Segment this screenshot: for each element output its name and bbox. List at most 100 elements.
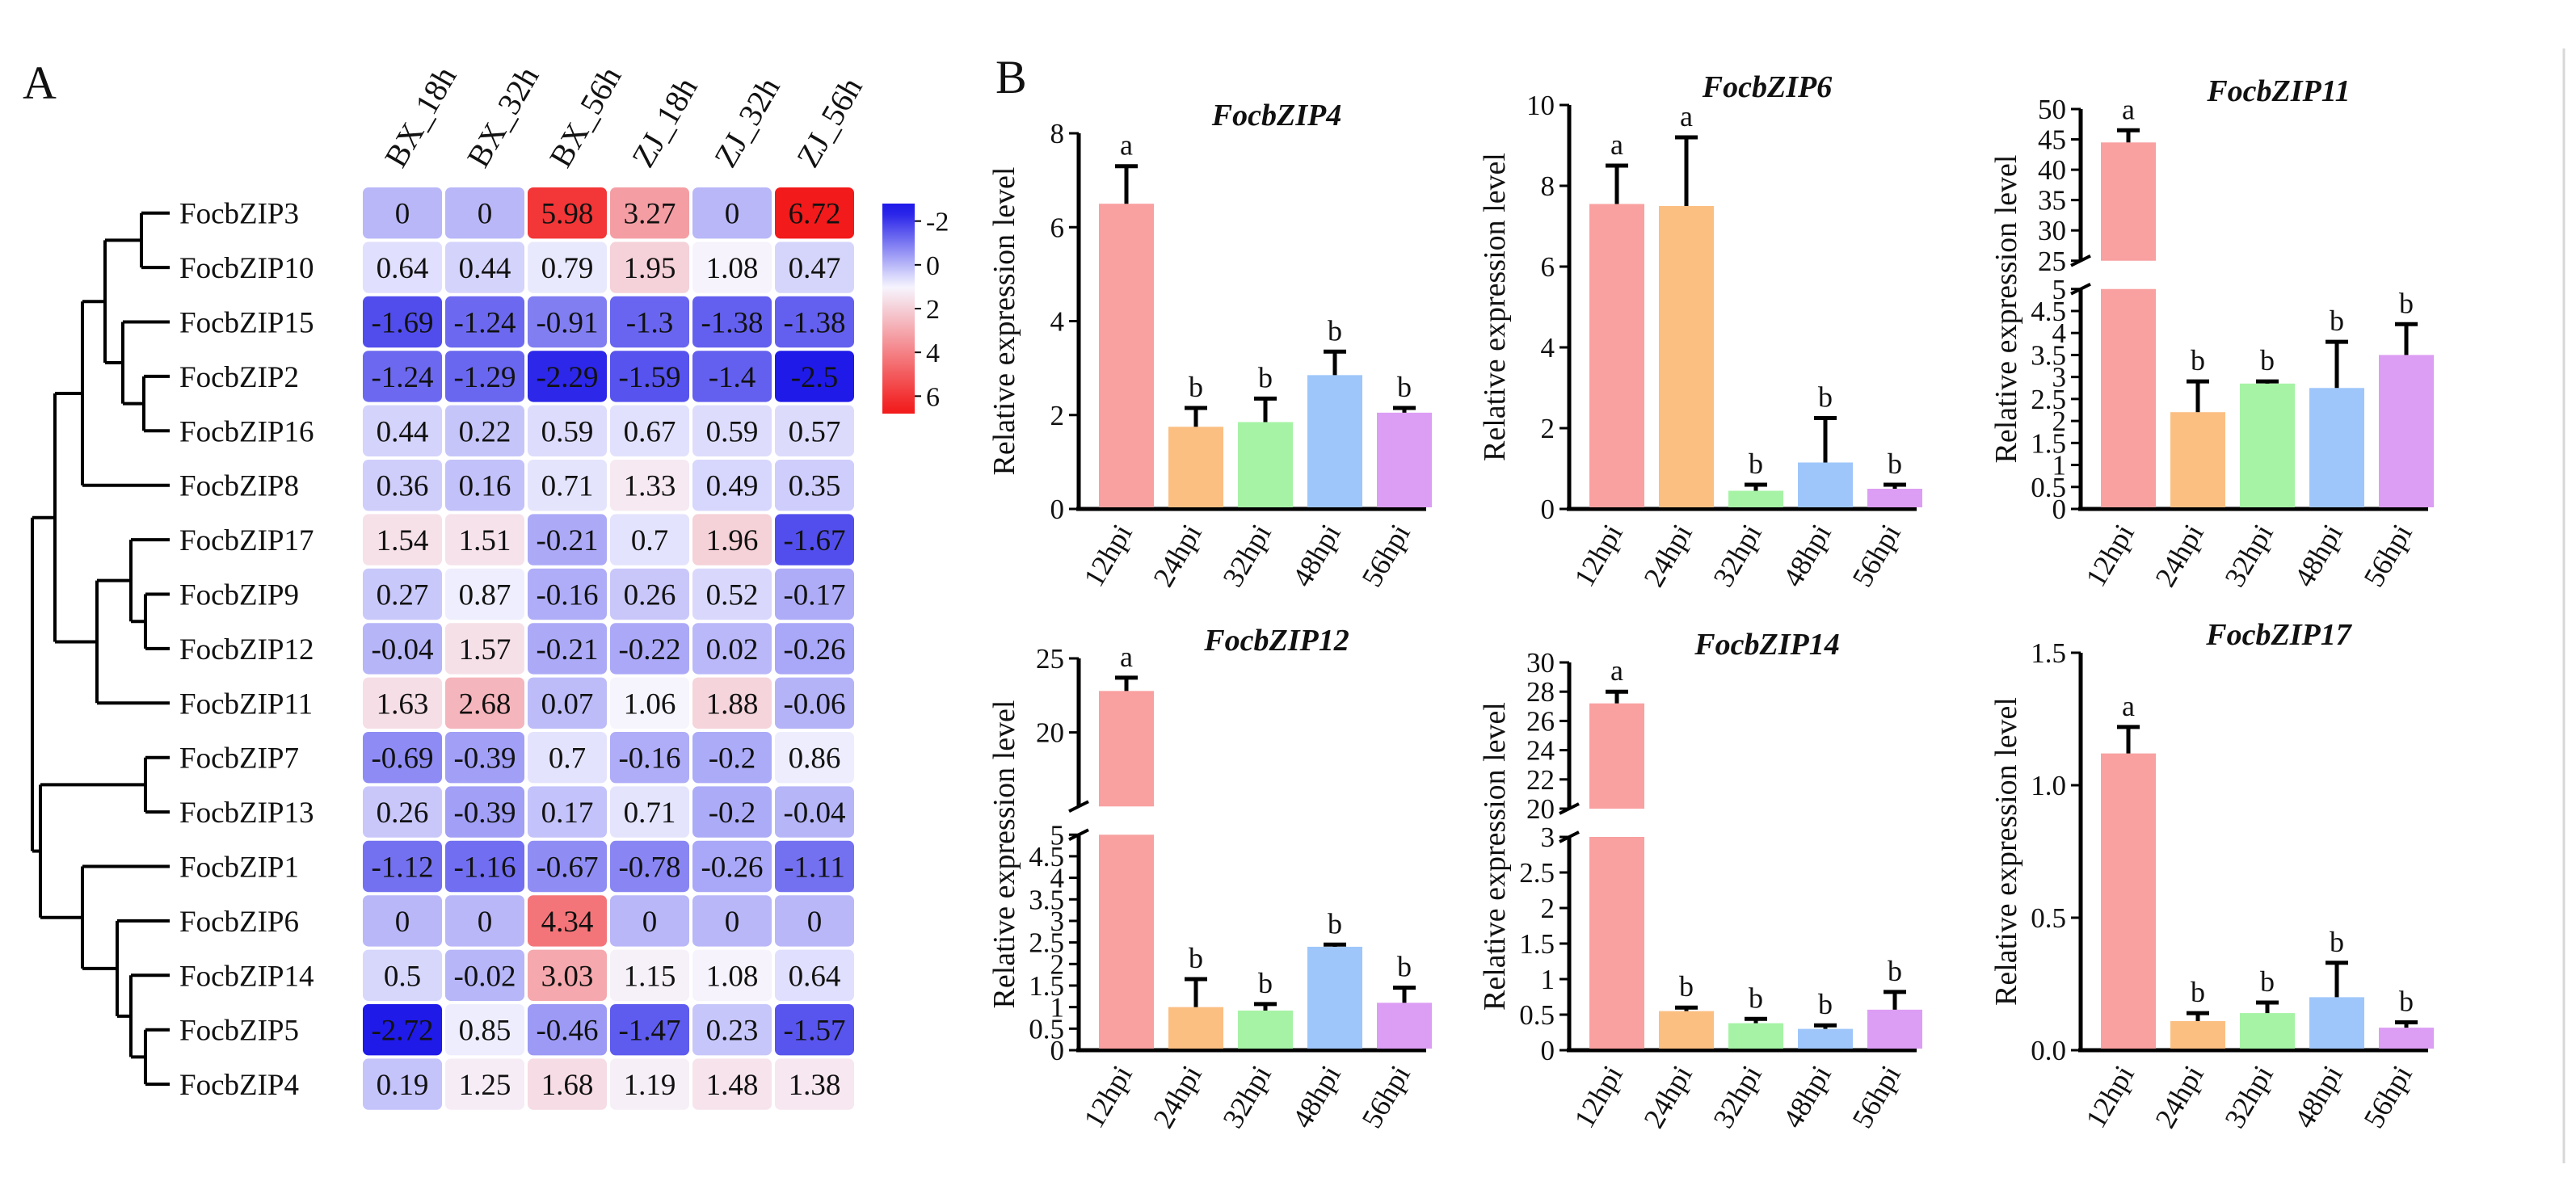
row-label: FocbZIP6 xyxy=(179,906,299,939)
cell-value: 0.26 xyxy=(377,797,429,830)
bar xyxy=(2240,383,2295,507)
heatmap-cell xyxy=(775,568,854,620)
heatmap-cell xyxy=(692,187,772,239)
heatmap-cell xyxy=(445,187,524,239)
heatmap-cell xyxy=(610,786,689,838)
significance-letter: b xyxy=(1258,967,1273,999)
cell-value: 1.08 xyxy=(706,252,759,285)
heatmap-cell xyxy=(692,895,772,947)
cell-value: 0.87 xyxy=(459,579,511,612)
y-tick-label: 28 xyxy=(1526,676,1555,708)
heatmap-cell xyxy=(528,1058,607,1110)
y-tick-label: 30 xyxy=(2038,215,2066,246)
cell-value: 0.7 xyxy=(631,524,668,557)
cell-value: -0.04 xyxy=(783,797,845,830)
cell-value: 0.86 xyxy=(789,742,841,776)
axis-break-mark xyxy=(1068,800,1089,814)
heatmap-cell xyxy=(363,296,442,348)
bar xyxy=(1867,1009,1922,1049)
significance-letter: b xyxy=(2260,965,2275,998)
heatmap-cell xyxy=(692,351,772,402)
significance-letter: a xyxy=(2122,690,2135,722)
cell-value: 0.71 xyxy=(624,797,676,830)
row-label: FocbZIP8 xyxy=(179,470,299,503)
heatmap-cell xyxy=(775,405,854,456)
heatmap-cell xyxy=(610,187,689,239)
cell-value: 1.96 xyxy=(706,524,759,557)
cell-value: 0 xyxy=(395,198,410,231)
y-tick-label: 26 xyxy=(1526,705,1555,737)
cell-value: 0 xyxy=(725,198,740,231)
heatmap-cell xyxy=(692,786,772,838)
significance-letter: a xyxy=(2122,93,2135,125)
y-tick-label: 0 xyxy=(1050,1035,1065,1066)
y-tick-label: 3 xyxy=(1541,822,1555,853)
y-tick-label: 5 xyxy=(1050,819,1065,851)
cell-value: 1.48 xyxy=(706,1069,759,1102)
cell-value: 0.79 xyxy=(541,252,594,285)
cell-value: 0.67 xyxy=(624,415,676,448)
cell-value: 1.51 xyxy=(459,524,511,557)
row-label: FocbZIP9 xyxy=(179,579,299,612)
heatmap-cell xyxy=(692,949,772,1001)
y-tick-label: 1 xyxy=(1541,964,1555,995)
cell-value: 0 xyxy=(807,906,823,939)
heatmap-cell xyxy=(528,351,607,402)
heatmap-cell xyxy=(610,351,689,402)
heatmap-cell xyxy=(692,568,772,620)
cell-value: 0 xyxy=(395,906,410,939)
y-tick-label: 50 xyxy=(2038,94,2066,125)
bar xyxy=(1798,1028,1853,1049)
row-label: FocbZIP13 xyxy=(179,797,314,830)
y-tick-label: 0 xyxy=(1541,494,1555,525)
bar xyxy=(1867,489,1922,507)
significance-letter: b xyxy=(1749,982,1763,1014)
row-label: FocbZIP4 xyxy=(179,1069,299,1102)
significance-letter: b xyxy=(2399,986,2414,1018)
cell-value: 1.54 xyxy=(377,524,429,557)
cell-value: 0.49 xyxy=(706,470,759,503)
y-tick-label: 0.5 xyxy=(2031,902,2066,934)
y-tick-label: 2 xyxy=(1541,413,1555,444)
heatmap-cell xyxy=(528,460,607,511)
cell-value: 1.95 xyxy=(624,252,676,285)
row-label: FocbZIP15 xyxy=(179,307,314,340)
cell-value: -0.39 xyxy=(453,797,516,830)
significance-letter: b xyxy=(1397,371,1412,403)
row-label: FocbZIP14 xyxy=(179,960,314,993)
colorbar-ramp xyxy=(882,204,915,414)
cell-value: 0.64 xyxy=(377,252,429,285)
y-tick-label: 3.5 xyxy=(1029,884,1064,915)
y-tick-label: 20 xyxy=(1526,793,1555,825)
heatmap-cell xyxy=(363,623,442,675)
bar xyxy=(1168,427,1223,507)
heatmap-cell xyxy=(692,732,772,784)
y-tick-label: 4.5 xyxy=(1029,841,1064,872)
heatmap-cell xyxy=(775,242,854,293)
y-tick-label: 4 xyxy=(2052,317,2067,349)
cell-value: 0.64 xyxy=(789,960,841,993)
cell-value: -1.4 xyxy=(709,361,756,394)
bar xyxy=(1377,412,1432,507)
bar xyxy=(1307,946,1362,1049)
y-tick-label: 25 xyxy=(1036,643,1064,675)
heatmap-cell xyxy=(610,677,689,729)
y-tick-label: 1.5 xyxy=(1519,928,1555,960)
cell-value: -0.2 xyxy=(709,797,756,830)
bar xyxy=(1377,1003,1432,1049)
cell-value: 1.15 xyxy=(624,960,676,993)
y-tick-label: 45 xyxy=(2038,124,2066,156)
heatmap-cell xyxy=(775,296,854,348)
colorbar-tick-label: 6 xyxy=(926,382,940,412)
cell-value: 1.19 xyxy=(624,1069,676,1102)
heatmap-cell xyxy=(363,677,442,729)
y-tick-label: 10 xyxy=(1526,90,1555,121)
y-tick-label: 1.5 xyxy=(1029,970,1064,1002)
cell-value: 4.34 xyxy=(541,906,594,939)
colorbar-tick-label: 4 xyxy=(926,338,940,368)
bar-lower xyxy=(1099,835,1154,1049)
y-tick-label: 24 xyxy=(1526,735,1555,767)
chart-title: FocbZIP4 xyxy=(1211,99,1341,132)
heatmap-cell xyxy=(692,840,772,893)
